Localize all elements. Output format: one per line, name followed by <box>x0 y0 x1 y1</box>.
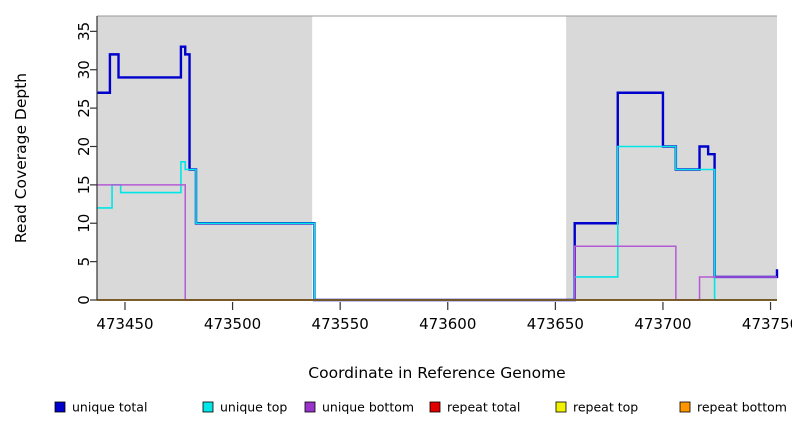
legend-label-repeat-bottom: repeat bottom <box>697 400 787 415</box>
y-tick-label: 15 <box>75 175 93 194</box>
shaded-region-group <box>97 15 777 300</box>
legend-swatch-unique-bottom <box>304 401 316 413</box>
legend-label-repeat-total: repeat total <box>447 400 520 415</box>
axes-group <box>90 16 777 310</box>
legend-label-unique-top: unique top <box>220 400 287 415</box>
series-unique-bottom <box>97 184 777 301</box>
x-tick-label: 473750 <box>742 315 792 333</box>
x-tick-label: 473700 <box>634 315 691 333</box>
y-axis-title: Read Coverage Depth <box>12 73 30 243</box>
x-tick-label: 473550 <box>312 315 369 333</box>
y-tick-label: 20 <box>75 137 93 156</box>
axis-labels-group: 0 5 10 15 20 25 30 35 473450 473500 473550 473600 47… <box>12 22 792 382</box>
legend-label-unique-total: unique total <box>72 400 147 415</box>
legend-swatch-unique-total <box>54 401 66 413</box>
y-tick-label: 10 <box>75 214 93 233</box>
y-tick-label: 0 <box>75 295 93 305</box>
right-repeat-region <box>566 16 777 300</box>
x-axis-title: Coordinate in Reference Genome <box>308 364 565 382</box>
x-tick-label: 473450 <box>96 315 153 333</box>
y-tick-label: 5 <box>75 257 93 267</box>
legend-label-unique-bottom: unique bottom <box>322 400 414 415</box>
y-tick-label: 30 <box>75 60 93 79</box>
y-tick-label: 25 <box>75 99 93 118</box>
legend-swatch-repeat-total <box>429 401 441 413</box>
x-tick-label: 473500 <box>204 315 261 333</box>
y-tick-label: 35 <box>75 22 93 41</box>
x-tick-label: 473650 <box>527 315 584 333</box>
legend-swatch-unique-top <box>202 401 214 413</box>
legend-swatch-repeat-top <box>555 401 567 413</box>
x-tick-label: 473600 <box>419 315 476 333</box>
left-repeat-region <box>97 16 313 300</box>
legend-label-repeat-top: repeat top <box>573 400 638 415</box>
chart-legend: unique total unique top unique bottom repea… <box>54 400 787 415</box>
legend-swatch-repeat-bottom <box>679 401 691 413</box>
